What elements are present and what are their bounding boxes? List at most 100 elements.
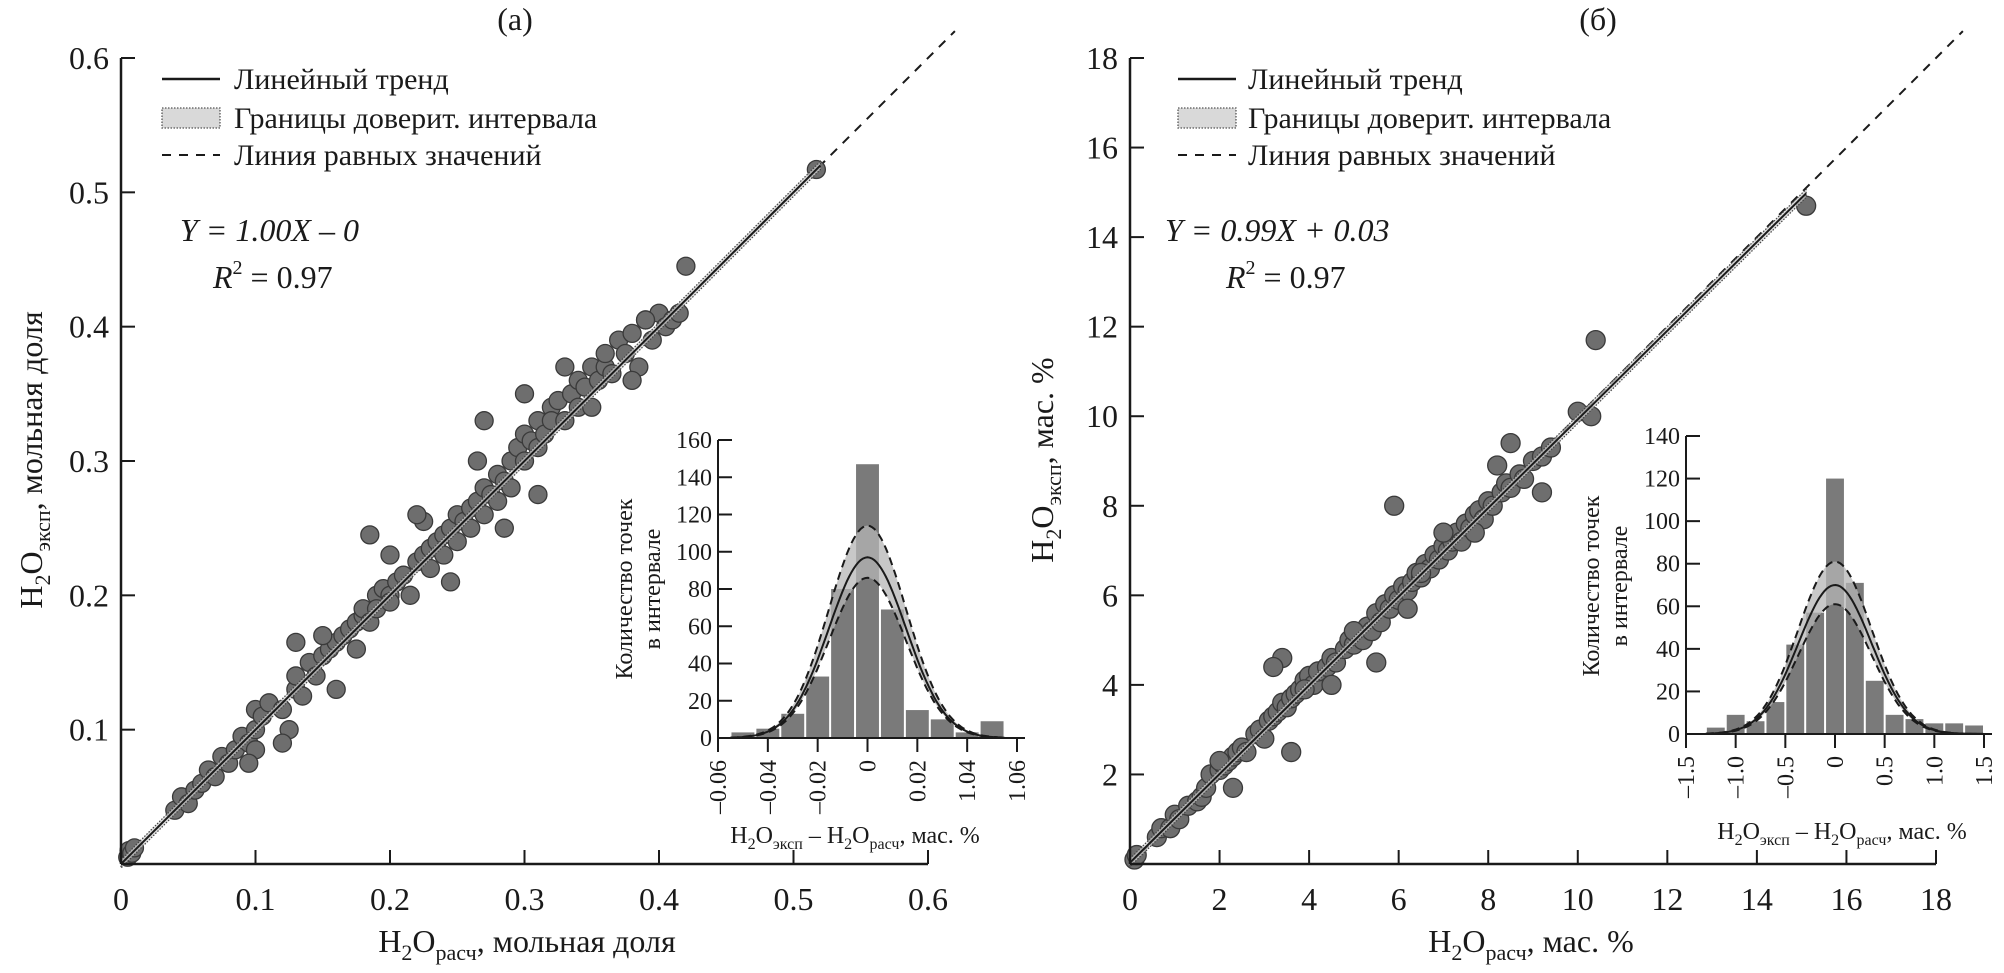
panel-b-x-axis-title: H2Oрасч, мас. % bbox=[1428, 923, 1633, 965]
data-point bbox=[595, 343, 615, 364]
inset-x-tick-label: 1.04 bbox=[955, 760, 981, 802]
inset-x-tick-label: –0.06 bbox=[706, 760, 732, 815]
data-point bbox=[1366, 652, 1387, 673]
histogram-bar bbox=[1806, 612, 1825, 734]
panel-a-legend: Линейный тренд Границы доверит. интервал… bbox=[161, 63, 597, 172]
fit-upper-bound bbox=[730, 524, 1005, 739]
histogram-bar bbox=[1885, 714, 1904, 734]
panel-a-axes: 0 0.1 0.2 0.3 0.4 0.5 0.6 0.1 0.2 0.3 0.4 0.5 0.6 bbox=[69, 40, 948, 917]
data-point bbox=[528, 484, 548, 505]
data-point bbox=[239, 753, 259, 773]
data-point bbox=[360, 525, 380, 545]
y-tick-label: 0.5 bbox=[69, 174, 109, 210]
histogram-bar bbox=[1706, 727, 1725, 734]
panel-b-r-squared: R2 = 0.97 bbox=[1225, 257, 1346, 295]
data-point bbox=[1531, 482, 1553, 503]
panel-a-x-axis-title: H2Oрасч, мольная доля bbox=[378, 923, 676, 965]
panel-a-inset-x-title: H2Oэксп – H2Oрасч, мас. % bbox=[730, 823, 980, 853]
x-tick-label: 0.4 bbox=[639, 881, 679, 917]
histogram-bar bbox=[955, 732, 979, 738]
x-tick-label: 16 bbox=[1830, 881, 1862, 917]
data-point bbox=[286, 632, 306, 652]
histogram-bar bbox=[731, 732, 755, 738]
panel-b-equation: Y = 0.99X + 0.03 bbox=[1165, 212, 1390, 248]
y-tick-label: 16 bbox=[1086, 130, 1118, 166]
x-tick-label: 0.6 bbox=[908, 881, 948, 917]
legend-confidence-band-swatch bbox=[161, 107, 221, 129]
inset-y-tick-label: 60 bbox=[1656, 594, 1680, 620]
y-tick-label: 8 bbox=[1102, 488, 1118, 524]
fit-lower-bound bbox=[1705, 603, 1984, 735]
y-tick-label: 4 bbox=[1102, 667, 1118, 703]
legend-equal-values-label: Линия равных значений bbox=[1248, 139, 1556, 172]
panel-b-axes: 0 2 4 6 8 10 12 14 16 18 2 4 6 8 10 12 14 16 18 bbox=[1086, 40, 1952, 917]
data-point bbox=[1585, 329, 1606, 351]
data-point bbox=[1384, 495, 1405, 516]
x-tick-label: 0 bbox=[1122, 881, 1138, 917]
data-point bbox=[346, 639, 367, 659]
x-tick-label: 18 bbox=[1920, 881, 1952, 917]
histogram-bar bbox=[806, 676, 830, 738]
y-tick-label: 18 bbox=[1086, 40, 1118, 76]
panel-a-label: (а) bbox=[497, 1, 533, 37]
panel-b-inset-x-title: H2Oэксп – H2Oрасч, мас. % bbox=[1717, 819, 1967, 849]
inset-x-tick-label: 1.06 bbox=[1005, 760, 1031, 802]
inset-y-tick-label: 60 bbox=[688, 614, 712, 640]
data-point bbox=[467, 451, 488, 471]
data-point bbox=[1487, 455, 1508, 476]
data-point bbox=[494, 518, 514, 538]
linear-trend-line bbox=[1129, 192, 1807, 864]
histogram-bar bbox=[781, 713, 805, 738]
y-tick-label: 2 bbox=[1102, 756, 1118, 792]
histogram-bar bbox=[756, 728, 780, 738]
inset-y-tick-label: 80 bbox=[1656, 552, 1680, 578]
data-point bbox=[1397, 598, 1418, 619]
legend-confidence-band-label: Границы доверит. интервала bbox=[234, 102, 597, 135]
inset-y-tick-label: 120 bbox=[1644, 467, 1680, 493]
inset-y-tick-label: 140 bbox=[1644, 424, 1680, 450]
panel-b-inset-y-title-line2: в интервале bbox=[1607, 526, 1633, 647]
x-tick-label: 6 bbox=[1391, 881, 1407, 917]
data-point bbox=[676, 256, 696, 276]
data-point bbox=[1321, 674, 1342, 696]
inset-y-tick-label: 40 bbox=[688, 652, 712, 678]
histogram-bar bbox=[930, 719, 954, 738]
panel-a-inset-y-title-line1: Количество точек bbox=[612, 498, 638, 679]
inset-y-tick-label: 100 bbox=[1644, 509, 1680, 535]
panel-a: (а) 0 0.1 0.2 0.3 0.4 0.5 0.6 0.1 0.2 0.3 0.4 0.5 0.… bbox=[13, 1, 1031, 965]
data-point bbox=[622, 323, 642, 344]
data-point bbox=[474, 411, 494, 431]
inset-y-tick-label: 40 bbox=[1656, 637, 1680, 663]
histogram-bar bbox=[980, 721, 1004, 738]
inset-x-tick-label: –0.02 bbox=[806, 760, 832, 815]
panel-a-inset-y-title-line2: в интервале bbox=[640, 529, 666, 650]
fit-confidence-band bbox=[730, 525, 1005, 738]
x-tick-label: 0.1 bbox=[236, 881, 276, 917]
inset-x-tick-label: 0.02 bbox=[905, 760, 931, 802]
data-point bbox=[434, 545, 454, 565]
normal-fit-curve bbox=[730, 556, 1005, 739]
y-tick-label: 12 bbox=[1086, 309, 1118, 345]
histogram-bar bbox=[905, 710, 929, 738]
inset-x-tick-label: 1.5 bbox=[1972, 756, 1998, 786]
fit-confidence-band bbox=[1705, 561, 1984, 734]
inset-y-tick-label: 20 bbox=[1656, 679, 1680, 705]
histogram-bar bbox=[1865, 680, 1884, 734]
inset-y-tick-label: 0 bbox=[1668, 722, 1680, 748]
data-point bbox=[380, 545, 400, 565]
histogram-bar bbox=[1965, 725, 1983, 734]
legend-linear-trend-label: Линейный тренд bbox=[234, 63, 449, 96]
panel-a-y-axis-title: H2Oэксп, мольная доля bbox=[13, 311, 55, 609]
x-tick-label: 0.5 bbox=[774, 881, 814, 917]
inset-x-tick-label: –1.5 bbox=[1674, 756, 1700, 799]
x-tick-label: 10 bbox=[1562, 881, 1594, 917]
histogram-bar bbox=[831, 589, 855, 738]
inset-x-tick-label: –0.5 bbox=[1773, 756, 1799, 799]
panel-a-histogram-inset: 0 20 40 60 80 100 120 140 160 –0.06 –0.04 –0.02 0 0.0… bbox=[676, 428, 1031, 815]
x-tick-label: 12 bbox=[1651, 881, 1683, 917]
y-tick-label: 10 bbox=[1086, 398, 1118, 434]
data-point bbox=[635, 310, 656, 330]
x-tick-label: 0.2 bbox=[370, 881, 410, 917]
panel-b-inset-y-title-line1: Количество точек bbox=[1579, 495, 1605, 676]
data-point bbox=[326, 679, 346, 700]
